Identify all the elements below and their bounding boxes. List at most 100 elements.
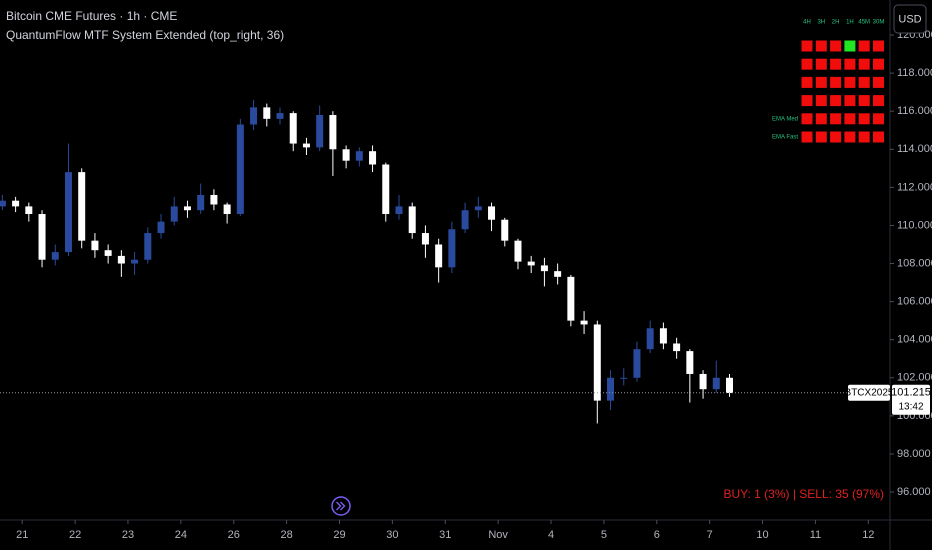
table-column-label: 3H	[817, 20, 825, 26]
candle-body	[567, 276, 575, 321]
y-tick-label: 106.000	[897, 296, 932, 308]
candle-body	[514, 240, 522, 262]
table-cell	[830, 58, 842, 70]
x-tick-label: 5	[601, 529, 607, 541]
table-cell	[858, 58, 870, 70]
table-cell	[844, 113, 856, 125]
table-cell	[815, 131, 827, 143]
table-cell	[858, 95, 870, 107]
replay-icon[interactable]	[331, 496, 351, 516]
table-cell	[873, 76, 884, 88]
candle-body	[223, 204, 231, 215]
table-cell	[830, 113, 842, 125]
y-tick-label: 112.000	[897, 181, 932, 193]
candle-body	[157, 221, 165, 234]
price-box	[892, 384, 930, 415]
candle-body	[527, 261, 535, 266]
candle-body	[289, 113, 297, 144]
x-tick-label: 29	[333, 529, 345, 541]
replay-circle[interactable]	[331, 496, 351, 516]
x-tick-label: 22	[69, 529, 81, 541]
table-cell	[873, 113, 884, 125]
candle-body	[633, 349, 641, 378]
candle-body	[421, 233, 429, 245]
candle-body	[197, 194, 205, 211]
candle-body	[540, 265, 548, 272]
replay-arrows[interactable]	[336, 501, 346, 511]
candle-body	[104, 250, 112, 256]
table-cell	[858, 40, 870, 52]
table-cell	[858, 76, 870, 88]
table-cell	[873, 131, 884, 143]
table-column-label: 4H	[803, 20, 811, 26]
table-cell	[830, 131, 842, 143]
candle-body	[250, 107, 258, 125]
candle-body	[236, 124, 244, 215]
x-tick-label: 23	[122, 529, 134, 541]
table-cell	[844, 40, 856, 52]
table-cell	[801, 76, 813, 88]
table-cell	[830, 40, 842, 52]
candle-body	[144, 233, 152, 260]
candle-body	[183, 206, 191, 211]
table-cell	[801, 131, 813, 143]
candle-body	[276, 113, 284, 119]
table-cell	[801, 40, 813, 52]
x-tick-label: Nov	[488, 529, 508, 541]
y-tick-label: 108.000	[897, 257, 932, 269]
table-cell	[873, 58, 884, 70]
table-cell	[873, 95, 884, 107]
table-cell	[858, 131, 870, 143]
candle-body	[699, 373, 707, 390]
x-tick-label: 21	[16, 529, 28, 541]
candle-body	[342, 149, 350, 161]
table-cell	[801, 113, 813, 125]
table-cell	[801, 95, 813, 107]
x-tick-label: 26	[228, 529, 240, 541]
symbol-label: BTCX2025	[845, 387, 894, 398]
table-cell	[844, 76, 856, 88]
table-bg	[770, 14, 888, 146]
candle-body	[302, 143, 310, 148]
x-tick-label: 31	[439, 529, 451, 541]
x-tick-label: 4	[548, 529, 554, 541]
candle-body	[461, 210, 469, 230]
x-tick-label: 7	[707, 529, 713, 541]
candle-body	[673, 343, 681, 352]
candle-body	[369, 151, 377, 165]
candle-body	[0, 200, 6, 207]
candle-body	[448, 229, 456, 268]
candle-body	[501, 219, 509, 241]
currency-button[interactable]	[893, 4, 927, 34]
y-tick-label: 96.000	[897, 486, 931, 498]
candle-body	[25, 206, 33, 215]
table-cell	[815, 95, 827, 107]
candle-body	[620, 377, 628, 379]
candle-body	[210, 194, 218, 205]
y-tick-label: 118.000	[897, 67, 932, 79]
table-cell	[830, 76, 842, 88]
y-tick-label: 114.000	[897, 143, 932, 155]
candle-body	[329, 115, 337, 150]
candle-body	[51, 252, 59, 260]
candle-body	[38, 214, 46, 260]
candle-body	[474, 206, 482, 211]
x-tick-label: 30	[386, 529, 398, 541]
table-cell	[815, 58, 827, 70]
candle-body	[263, 107, 271, 119]
candle-body	[64, 172, 72, 253]
candle-body	[131, 259, 139, 264]
candle-body	[607, 377, 615, 401]
candle-body	[355, 151, 363, 161]
candle-body	[646, 328, 654, 350]
table-cell	[815, 113, 827, 125]
table-cell	[830, 95, 842, 107]
table-cell	[858, 113, 870, 125]
candle-body	[659, 328, 667, 344]
y-tick-label: 104.000	[897, 334, 932, 346]
candle-body	[170, 206, 178, 222]
currency-label[interactable]: USD	[898, 13, 921, 25]
signal-summary: BUY: 1 (3%) | SELL: 35 (97%)	[723, 487, 884, 501]
